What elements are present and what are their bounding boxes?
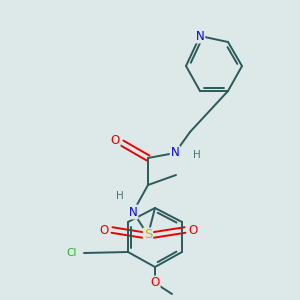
Text: S: S (144, 229, 152, 242)
Text: O: O (188, 224, 198, 236)
Text: N: N (196, 29, 204, 43)
Text: O: O (99, 224, 109, 236)
Text: N: N (129, 206, 137, 218)
Text: H: H (116, 191, 124, 201)
Text: H: H (193, 150, 201, 160)
Text: Cl: Cl (67, 248, 77, 258)
Text: O: O (110, 134, 120, 148)
Text: N: N (171, 146, 179, 160)
Text: O: O (150, 277, 160, 290)
